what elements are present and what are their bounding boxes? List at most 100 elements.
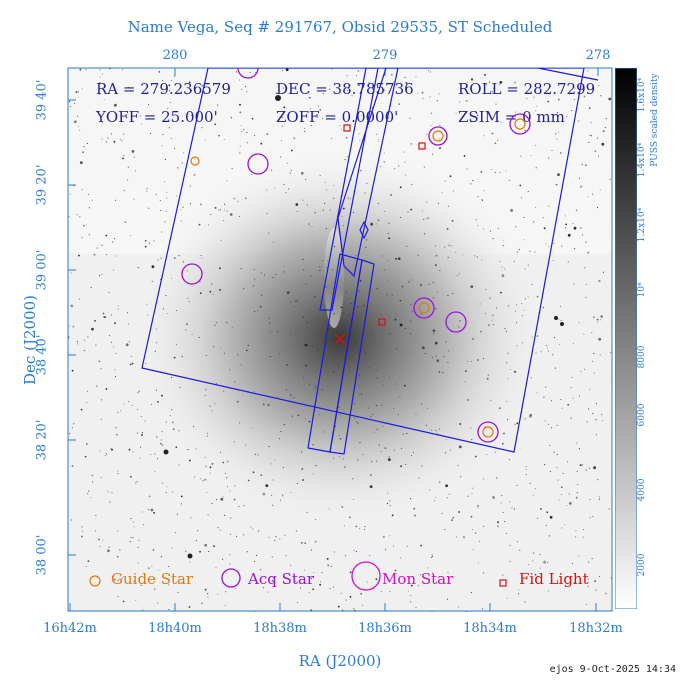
field-star bbox=[370, 222, 374, 226]
field-star bbox=[506, 362, 508, 364]
acq-star-marker[interactable] bbox=[237, 68, 259, 79]
field-star bbox=[547, 561, 549, 563]
field-star bbox=[191, 89, 193, 91]
guide-star-marker[interactable] bbox=[514, 118, 526, 130]
field-star bbox=[98, 93, 100, 95]
field-star bbox=[410, 320, 412, 322]
field-star bbox=[588, 408, 590, 410]
field-star bbox=[230, 117, 232, 119]
field-star bbox=[99, 69, 101, 71]
field-star bbox=[137, 546, 139, 548]
field-star bbox=[174, 532, 176, 534]
field-star bbox=[568, 493, 570, 495]
field-star bbox=[587, 586, 589, 588]
field-star bbox=[386, 260, 389, 262]
guide-star-marker[interactable] bbox=[418, 302, 430, 314]
field-star bbox=[346, 75, 348, 77]
field-star bbox=[535, 167, 537, 169]
field-star bbox=[479, 540, 481, 542]
field-star bbox=[70, 272, 72, 274]
field-star bbox=[376, 133, 378, 135]
acq-star-marker[interactable] bbox=[428, 126, 448, 146]
acq-star-marker[interactable] bbox=[181, 263, 203, 285]
field-star bbox=[127, 166, 129, 168]
field-star bbox=[504, 268, 506, 270]
field-star bbox=[526, 98, 528, 100]
field-star bbox=[599, 189, 601, 191]
field-star bbox=[447, 598, 449, 600]
fid-light-marker[interactable] bbox=[343, 124, 351, 132]
fid-light-marker[interactable] bbox=[378, 318, 386, 326]
field-star bbox=[529, 414, 532, 418]
field-star bbox=[383, 536, 385, 538]
field-star bbox=[472, 549, 474, 551]
field-star bbox=[223, 209, 225, 211]
field-star bbox=[222, 461, 225, 464]
field-star bbox=[209, 472, 211, 474]
field-star bbox=[596, 318, 599, 321]
field-star bbox=[381, 404, 383, 406]
field-star bbox=[331, 292, 333, 294]
field-star bbox=[584, 267, 586, 269]
field-star bbox=[352, 498, 355, 500]
acq-star-marker[interactable] bbox=[445, 311, 467, 333]
field-star bbox=[547, 350, 549, 352]
field-star bbox=[589, 498, 591, 501]
field-star bbox=[386, 294, 388, 296]
field-star bbox=[333, 457, 335, 459]
field-star bbox=[455, 112, 457, 114]
field-star bbox=[161, 394, 163, 397]
acq-star-marker[interactable] bbox=[477, 421, 499, 443]
acq-star-marker[interactable] bbox=[247, 153, 269, 175]
field-star bbox=[407, 211, 409, 213]
field-star bbox=[215, 566, 217, 568]
field-star bbox=[279, 353, 281, 355]
field-star bbox=[422, 97, 424, 99]
target-marker[interactable] bbox=[334, 333, 346, 345]
guide-star-marker[interactable] bbox=[482, 426, 494, 438]
field-star bbox=[99, 545, 101, 547]
field-star bbox=[152, 549, 155, 551]
field-star bbox=[171, 547, 173, 549]
field-star bbox=[376, 428, 378, 430]
acq-star-marker[interactable] bbox=[413, 297, 435, 319]
field-star bbox=[383, 161, 385, 163]
field-star bbox=[431, 556, 433, 558]
guide-star-marker[interactable] bbox=[432, 130, 444, 142]
field-star bbox=[168, 84, 171, 87]
field-star bbox=[439, 428, 441, 430]
field-star bbox=[452, 293, 454, 295]
field-star bbox=[435, 308, 437, 310]
guide-star-marker[interactable] bbox=[190, 156, 200, 166]
sky-image[interactable]: RA = 279.236579 DEC = 38.785736 ROLL = 2… bbox=[68, 68, 612, 612]
acq-star-marker[interactable] bbox=[509, 113, 531, 135]
field-star bbox=[521, 303, 523, 305]
field-star bbox=[193, 174, 196, 176]
field-star bbox=[525, 465, 527, 468]
field-star bbox=[166, 197, 168, 199]
field-star bbox=[582, 536, 584, 538]
field-star bbox=[483, 357, 485, 360]
field-star bbox=[404, 328, 406, 330]
field-star bbox=[312, 588, 314, 591]
field-star bbox=[429, 71, 431, 73]
field-star bbox=[536, 295, 539, 298]
field-star bbox=[491, 90, 494, 92]
field-star bbox=[170, 80, 172, 82]
field-star bbox=[602, 420, 604, 422]
fid-light-marker[interactable] bbox=[418, 142, 426, 150]
field-star bbox=[130, 517, 132, 520]
field-star bbox=[515, 111, 517, 113]
field-star bbox=[72, 325, 75, 328]
top-tick-label: 279 bbox=[372, 48, 398, 63]
field-star bbox=[102, 539, 104, 541]
field-star bbox=[501, 274, 505, 278]
field-star bbox=[315, 519, 317, 521]
field-star bbox=[324, 181, 326, 184]
field-star bbox=[417, 254, 419, 256]
field-star bbox=[117, 580, 119, 582]
field-star bbox=[142, 524, 144, 526]
field-star bbox=[251, 427, 253, 429]
field-star bbox=[301, 468, 304, 470]
field-star bbox=[223, 220, 225, 222]
